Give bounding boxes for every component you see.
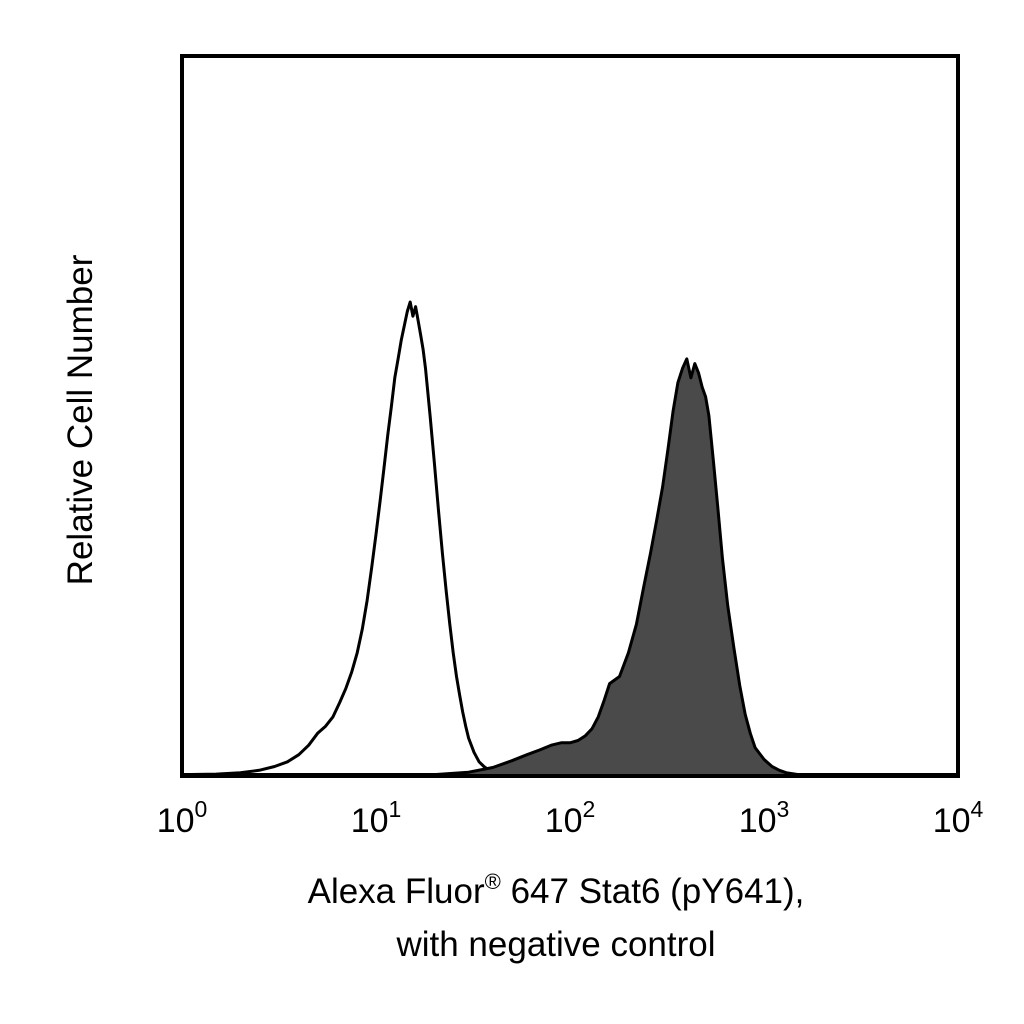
x-tick-base-0: 10	[157, 802, 195, 840]
x-tick-exponent-2: 2	[583, 796, 596, 822]
x-tick-label-0: 100	[157, 796, 208, 840]
x-axis-label-suffix: 647 Stat6 (pY641),	[501, 872, 805, 911]
outline-histogram	[180, 300, 630, 777]
filled-histogram	[432, 357, 843, 778]
registered-mark: ®	[485, 869, 501, 894]
x-tick-base-4: 10	[933, 802, 971, 840]
x-tick-exponent-0: 0	[195, 796, 208, 822]
plot-area	[180, 300, 958, 778]
x-tick-base-2: 10	[545, 802, 583, 840]
x-axis-label-line2: with negative control	[395, 925, 715, 964]
x-tick-base-3: 10	[739, 802, 777, 840]
x-tick-label-1: 101	[351, 796, 402, 840]
y-axis-label: Relative Cell Number	[61, 254, 100, 585]
plot-frame	[180, 54, 960, 778]
x-tick-label-3: 103	[739, 796, 790, 840]
x-tick-exponent-1: 1	[389, 796, 402, 822]
x-tick-exponent-3: 3	[777, 796, 790, 822]
x-axis-ticks: 100 101 102 103 104	[157, 796, 984, 840]
x-tick-label-2: 102	[545, 796, 596, 840]
x-tick-label-4: 104	[933, 796, 984, 840]
x-tick-base-1: 10	[351, 802, 389, 840]
x-axis-label-prefix: Alexa Fluor	[308, 872, 485, 911]
x-tick-exponent-4: 4	[971, 796, 984, 822]
x-axis-label-line1: Alexa Fluor® 647 Stat6 (pY641),	[308, 869, 805, 911]
